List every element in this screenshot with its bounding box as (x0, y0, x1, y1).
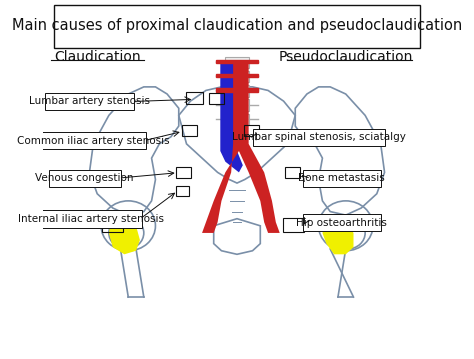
FancyBboxPatch shape (225, 57, 249, 68)
Text: Pseudoclaudication: Pseudoclaudication (279, 50, 413, 64)
FancyBboxPatch shape (225, 71, 249, 82)
FancyBboxPatch shape (45, 93, 134, 110)
Polygon shape (202, 62, 280, 233)
Polygon shape (109, 219, 140, 254)
Bar (216, 74, 258, 77)
Text: Common iliac artery stenosis: Common iliac artery stenosis (17, 136, 170, 146)
FancyBboxPatch shape (41, 210, 142, 228)
Bar (216, 88, 258, 92)
Text: Bone metastasis: Bone metastasis (299, 173, 385, 183)
Text: Venous congestion: Venous congestion (36, 173, 134, 183)
FancyBboxPatch shape (49, 169, 120, 187)
Text: Lumbar spinal stenosis, sciatalgy: Lumbar spinal stenosis, sciatalgy (232, 132, 405, 142)
FancyBboxPatch shape (55, 5, 419, 48)
FancyBboxPatch shape (303, 214, 381, 231)
FancyBboxPatch shape (41, 132, 146, 149)
FancyBboxPatch shape (225, 85, 249, 97)
FancyBboxPatch shape (303, 169, 381, 187)
Bar (216, 60, 258, 63)
Text: Internal iliac artery stenosis: Internal iliac artery stenosis (18, 214, 164, 224)
Polygon shape (220, 62, 243, 172)
FancyBboxPatch shape (225, 99, 249, 111)
FancyBboxPatch shape (253, 129, 384, 146)
FancyBboxPatch shape (225, 113, 249, 125)
Text: Lumbar artery stenosis: Lumbar artery stenosis (29, 97, 150, 107)
Text: Main causes of proximal claudication and pseudoclaudication: Main causes of proximal claudication and… (12, 18, 462, 33)
Text: Claudication: Claudication (54, 50, 140, 64)
Polygon shape (322, 219, 354, 254)
Text: Hip osteoarthritis: Hip osteoarthritis (296, 218, 387, 228)
